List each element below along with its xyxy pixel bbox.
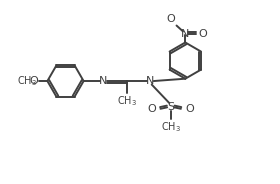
Text: O: O	[167, 14, 175, 24]
Text: N: N	[99, 76, 108, 86]
Text: O: O	[30, 76, 39, 86]
Text: CH$_3$: CH$_3$	[17, 74, 37, 88]
Text: O: O	[147, 104, 156, 114]
Text: N: N	[181, 29, 190, 39]
Text: O: O	[199, 29, 207, 39]
Text: CH$_3$: CH$_3$	[117, 94, 137, 108]
Text: S: S	[167, 102, 174, 112]
Text: O: O	[185, 104, 194, 114]
Text: CH$_3$: CH$_3$	[161, 120, 181, 134]
Text: N: N	[146, 76, 154, 86]
